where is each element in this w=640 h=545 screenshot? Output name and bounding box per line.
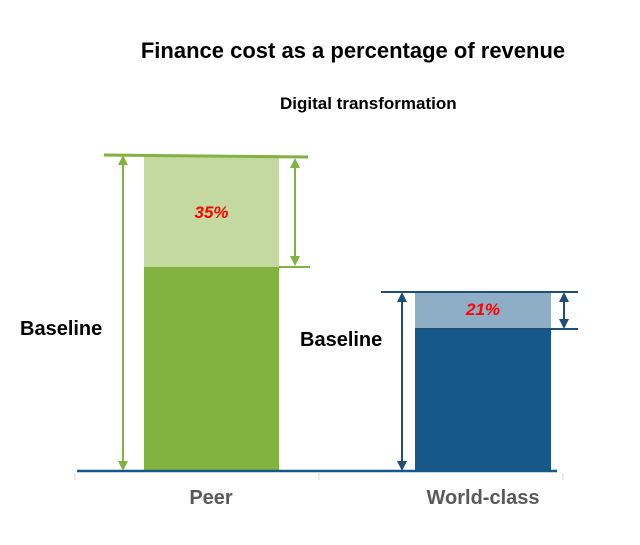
chart-title: Finance cost as a percentage of revenue: [140, 38, 566, 63]
category-peer: Peer: [189, 487, 233, 509]
world-reduction-label: 21%: [465, 300, 501, 319]
world-baseline-label: Baseline: [300, 329, 383, 351]
peer-baseline-label: Baseline: [20, 318, 103, 340]
peer-top-line: [103, 153, 309, 159]
world-baseline-bar: [415, 329, 551, 471]
world-reduction-bar: [415, 292, 551, 329]
peer-baseline-bar: [144, 267, 279, 471]
peer-reduction-label: 35%: [194, 203, 229, 222]
category-world-class: World-class: [426, 487, 540, 509]
peer-reduction-bar: [144, 155, 279, 267]
chart-subtitle: Digital transformation: [280, 94, 457, 113]
